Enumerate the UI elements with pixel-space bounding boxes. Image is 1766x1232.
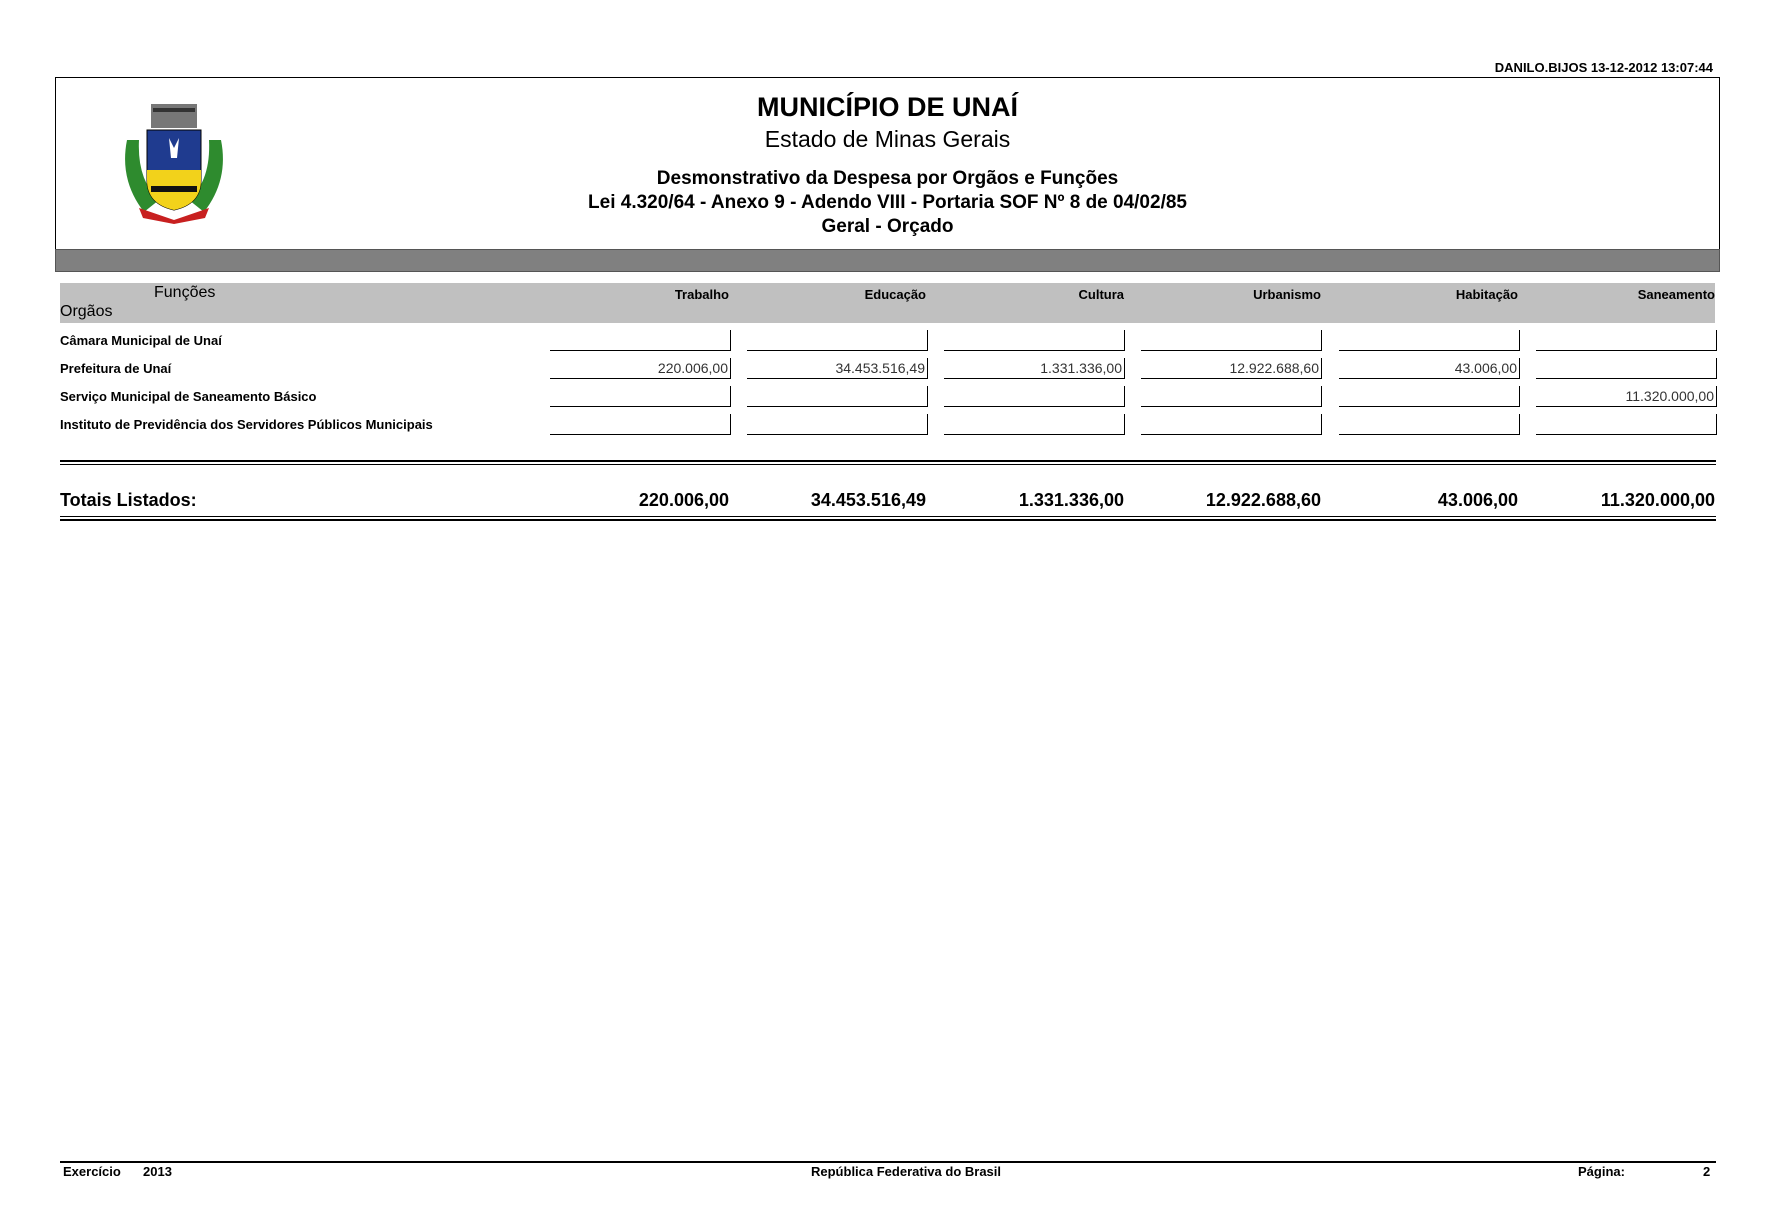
divider — [60, 460, 1716, 462]
total-value: 12.922.688,60 — [1205, 490, 1321, 510]
exercicio-year: 2013 — [143, 1164, 172, 1179]
divider — [60, 516, 1716, 517]
table-cell: 1.331.336,00 — [944, 358, 1125, 379]
total-value: 11.320.000,00 — [1600, 490, 1715, 510]
table-cell — [1141, 414, 1322, 435]
table-cell — [1536, 358, 1717, 379]
divider — [60, 464, 1716, 465]
table-cell — [747, 414, 928, 435]
column-header: Cultura — [1078, 287, 1125, 302]
funcoes-label: Funções — [154, 284, 216, 301]
table-cell: 43.006,00 — [1339, 358, 1520, 379]
state-name: Estado de Minas Gerais — [764, 126, 1011, 152]
municipal-coat-of-arms-logo — [119, 100, 229, 224]
table-cell — [1339, 330, 1520, 351]
row-label: Prefeitura de Unaí — [60, 361, 172, 376]
report-scope: Geral - Orçado — [821, 216, 954, 237]
table-cell — [1536, 330, 1717, 351]
law-reference: Lei 4.320/64 - Anexo 9 - Adendo VIII - P… — [588, 192, 1187, 213]
total-value: 34.453.516,49 — [810, 490, 926, 510]
column-header: Habitação — [1455, 287, 1518, 302]
table-cell — [1339, 386, 1520, 407]
table-cell — [1141, 386, 1322, 407]
table-cell — [550, 330, 731, 351]
table-cell — [1536, 414, 1717, 435]
row-label: Serviço Municipal de Saneamento Básico — [60, 389, 317, 404]
table-cell — [747, 386, 928, 407]
total-value: 1.331.336,00 — [1018, 490, 1124, 510]
table-cell: 220.006,00 — [550, 358, 731, 379]
orgaos-label: Orgãos — [60, 303, 113, 320]
totals-label: Totais Listados: — [60, 490, 197, 510]
total-value: 43.006,00 — [1437, 490, 1518, 510]
footer-center-text: República Federativa do Brasil — [811, 1164, 1002, 1179]
exercicio-label: Exercício — [63, 1164, 121, 1179]
table-cell — [944, 386, 1125, 407]
table-cell: 11.320.000,00 — [1536, 386, 1717, 407]
table-cell: 34.453.516,49 — [747, 358, 928, 379]
report-name: Desmonstrativo da Despesa por Orgãos e F… — [656, 168, 1119, 189]
table-cell — [944, 414, 1125, 435]
table-cell: 12.922.688,60 — [1141, 358, 1322, 379]
page-label: Página: — [1578, 1164, 1625, 1179]
report-header: MUNICÍPIO DE UNAÍ Estado de Minas Gerais… — [55, 77, 1720, 272]
user-timestamp: DANILO.BIJOS 13-12-2012 13:07:44 — [1494, 60, 1713, 75]
row-label: Instituto de Previdência dos Servidores … — [60, 417, 433, 432]
column-header: Educação — [864, 287, 926, 302]
column-header: Urbanismo — [1253, 287, 1321, 302]
row-label: Câmara Municipal de Unaí — [60, 333, 222, 348]
table-cell — [550, 386, 731, 407]
divider — [60, 519, 1716, 521]
column-header-row: Funções Orgãos Trabalho Educação Cultura… — [60, 283, 1715, 323]
table-cell — [747, 330, 928, 351]
table-cell — [1141, 330, 1322, 351]
column-header: Trabalho — [674, 287, 729, 302]
column-header: Saneamento — [1637, 287, 1715, 302]
table-cell — [1339, 414, 1520, 435]
page-title: MUNICÍPIO DE UNAÍ — [756, 92, 1018, 122]
table-cell — [550, 414, 731, 435]
total-value: 220.006,00 — [638, 490, 729, 510]
footer-divider — [60, 1161, 1716, 1163]
table-cell — [944, 330, 1125, 351]
header-band — [55, 249, 1720, 272]
page-number: 2 — [1703, 1164, 1711, 1179]
